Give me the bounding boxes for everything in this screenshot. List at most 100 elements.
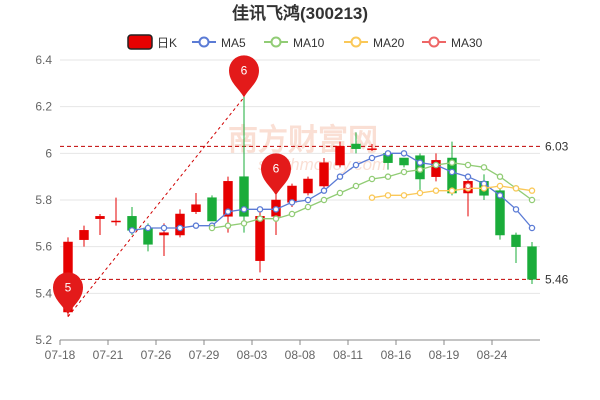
ma5-point bbox=[448, 168, 456, 176]
candle bbox=[511, 232, 521, 263]
candle bbox=[527, 242, 537, 284]
legend: 日K MA5 MA10 MA20 MA30 bbox=[127, 34, 483, 50]
ma30-series bbox=[464, 182, 472, 190]
ma10-point bbox=[528, 196, 536, 204]
ma5-point bbox=[272, 206, 280, 213]
y-tick-label: 6.4 bbox=[35, 53, 52, 67]
moving-average-lines bbox=[128, 150, 536, 234]
price-marker: 6 bbox=[261, 153, 291, 196]
ma5-point bbox=[512, 206, 520, 213]
ma20-series bbox=[368, 182, 536, 201]
legend-label-k: 日K bbox=[157, 36, 177, 50]
legend-swatch-ma30 bbox=[428, 36, 440, 48]
ma20-point bbox=[496, 182, 504, 190]
ma5-point bbox=[320, 187, 328, 194]
legend-swatch-ma10 bbox=[270, 36, 282, 48]
ma5-point bbox=[368, 154, 376, 162]
ma10-point bbox=[336, 189, 344, 197]
gridlines bbox=[60, 59, 540, 341]
watermark: 南方财富网 southmoney.com bbox=[228, 123, 386, 174]
ma10-point bbox=[496, 173, 504, 180]
legend-label-ma30: MA30 bbox=[451, 36, 483, 50]
candle bbox=[335, 141, 345, 168]
legend-swatch-ma20 bbox=[350, 36, 362, 48]
price-marker: 6 bbox=[229, 55, 259, 98]
trend-line bbox=[67, 97, 245, 317]
ma10-point bbox=[416, 166, 424, 173]
y-tick-label: 6.2 bbox=[35, 100, 52, 114]
reference-lines: 6.03 5.46 bbox=[60, 139, 569, 286]
candle-body bbox=[527, 246, 537, 280]
chart-title: 佳讯飞鸿(300213) bbox=[232, 3, 368, 23]
svg-text:南方财富网: 南方财富网 bbox=[228, 123, 378, 157]
ma10-point bbox=[272, 215, 280, 222]
x-tick-label: 08-03 bbox=[237, 348, 268, 362]
price-markers: 5 6 6 bbox=[53, 55, 291, 315]
candle-body bbox=[351, 143, 361, 149]
marker-label: 5 bbox=[65, 280, 72, 294]
ma20-point bbox=[480, 185, 488, 192]
ma10-point bbox=[384, 173, 392, 180]
legend-label-ma5: MA5 bbox=[221, 36, 246, 50]
ma20-point bbox=[416, 189, 424, 197]
legend-item-ma30: MA30 bbox=[422, 36, 483, 50]
ma5-point bbox=[528, 224, 536, 232]
ma20-point bbox=[400, 192, 408, 199]
y-tick-label: 5.8 bbox=[35, 193, 52, 207]
candle-body bbox=[111, 220, 121, 223]
candle-body bbox=[335, 146, 345, 166]
candle bbox=[447, 141, 457, 196]
legend-swatch-ma5 bbox=[198, 36, 210, 48]
trend-line-segment bbox=[67, 97, 245, 317]
legend-item-ma10: MA10 bbox=[264, 36, 325, 50]
candle-body bbox=[95, 216, 105, 219]
candle-body bbox=[303, 178, 313, 194]
ma10-point bbox=[480, 164, 488, 171]
y-axis: 5.2 5.4 5.6 5.8 6 6.2 6.4 bbox=[35, 53, 52, 347]
y-tick-label: 6 bbox=[45, 146, 52, 160]
marker-pin bbox=[229, 55, 259, 98]
ma5-series bbox=[128, 150, 536, 234]
candle bbox=[175, 209, 185, 238]
candle bbox=[351, 132, 361, 154]
candle-body bbox=[223, 181, 233, 217]
ma5-point bbox=[176, 224, 184, 232]
legend-item-ma5: MA5 bbox=[192, 36, 246, 50]
ma10-point bbox=[256, 215, 264, 222]
legend-swatch-k bbox=[127, 34, 153, 50]
ma5-point bbox=[400, 150, 408, 157]
ref-line-label: 5.46 bbox=[545, 272, 569, 286]
x-tick-label: 08-24 bbox=[477, 348, 508, 362]
candle-body bbox=[495, 190, 505, 236]
candle bbox=[319, 158, 329, 189]
ma5-point bbox=[416, 159, 424, 166]
ma5-point bbox=[192, 222, 200, 229]
ma5-point bbox=[336, 173, 344, 180]
ma10-point bbox=[368, 175, 376, 183]
candle-body bbox=[191, 204, 201, 212]
candle-body bbox=[175, 213, 185, 236]
ref-line-label: 6.03 bbox=[545, 139, 569, 153]
y-tick-label: 5.6 bbox=[35, 240, 52, 254]
candle bbox=[79, 225, 89, 247]
x-axis: 07-18 07-21 07-26 07-29 08-03 08-08 08-11 08-16… bbox=[45, 340, 508, 362]
x-tick-label: 07-21 bbox=[93, 348, 124, 362]
ma20-point bbox=[528, 187, 536, 194]
candle bbox=[303, 176, 313, 196]
candle bbox=[367, 144, 377, 151]
marker-label: 6 bbox=[241, 63, 248, 77]
candle bbox=[207, 195, 217, 222]
y-tick-label: 5.2 bbox=[35, 333, 52, 347]
ma10-point bbox=[464, 161, 472, 169]
ma10-point bbox=[448, 159, 456, 166]
legend-label-ma20: MA20 bbox=[373, 36, 405, 50]
ma20-point bbox=[368, 194, 376, 201]
candle-body bbox=[159, 232, 169, 236]
ma20-point bbox=[448, 187, 456, 194]
candle-body bbox=[511, 234, 521, 247]
ma5-point bbox=[384, 150, 392, 157]
ma10-point bbox=[320, 196, 328, 204]
ma5-point bbox=[304, 196, 312, 204]
candle-body bbox=[319, 162, 329, 187]
legend-item-k: 日K bbox=[127, 34, 177, 50]
